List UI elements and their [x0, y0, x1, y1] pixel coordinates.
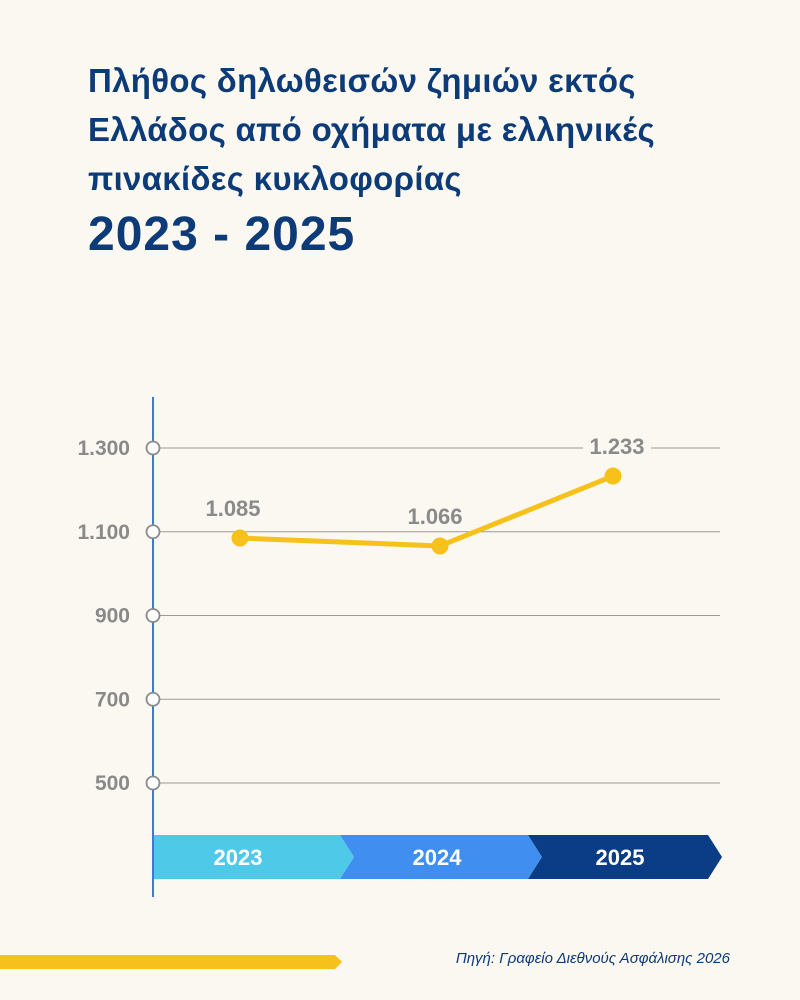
y-tick-label: 500: [95, 772, 130, 795]
x-category-label: 2024: [413, 845, 463, 870]
y-tick-marker: [145, 691, 161, 707]
x-category-label: 2025: [596, 845, 645, 870]
data-label-bg: [199, 495, 267, 522]
data-point: [231, 529, 249, 547]
data-point: [604, 467, 622, 485]
source-note: Πηγή: Γραφείο Διεθνούς Ασφάλισης 2026: [455, 950, 730, 967]
y-tick-marker: [145, 775, 161, 791]
category-band-segment: [153, 835, 354, 879]
accent-bar: [0, 955, 342, 969]
y-tick-marker: [145, 440, 161, 456]
chart-title-line-2: Ελλάδος από οχήματα με ελληνικές: [88, 111, 655, 148]
category-band-segment: [340, 835, 542, 879]
category-band-segment: [528, 835, 722, 879]
data-point: [431, 537, 449, 555]
data-label-bg: [401, 502, 469, 529]
data-label: 1.085: [205, 496, 260, 521]
y-tick-marker: [145, 608, 161, 623]
data-label: 1.066: [407, 504, 462, 529]
data-label: 1.233: [589, 434, 644, 459]
y-tick-marker: [145, 524, 161, 540]
chart-title-line-3: πινακίδες κυκλοφορίας: [88, 160, 462, 197]
y-tick-label: 900: [95, 605, 130, 628]
x-category-label: 2023: [214, 845, 263, 870]
title-block: Πλήθος δηλωθεισών ζημιών εκτός Ελλάδος α…: [88, 56, 768, 262]
data-label-bg: [583, 433, 651, 460]
y-tick-label: 1.100: [77, 521, 130, 544]
chart-title-line-1: Πλήθος δηλωθεισών ζημιών εκτός: [88, 62, 636, 99]
chart-years: 2023 - 2025: [88, 208, 356, 261]
y-tick-label: 1.300: [77, 437, 130, 460]
y-tick-label: 700: [95, 688, 130, 711]
